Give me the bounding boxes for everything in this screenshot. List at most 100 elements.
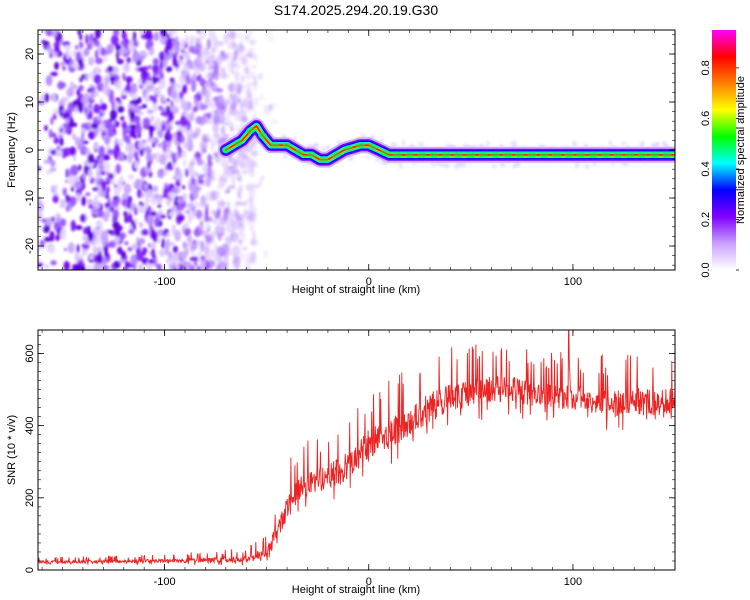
noise-blob [91,85,95,94]
noise-blob [152,64,159,74]
noise-blob [228,30,236,40]
noise-blob [510,140,517,148]
noise-blob [211,218,218,225]
noise-blob [189,163,194,175]
noise-blob [92,244,96,257]
colorbar-tick-labels: 0.0 0.2 0.4 0.6 0.8 [700,60,739,278]
chart-title: S174.2025.294.20.19.G30 [274,2,438,18]
noise-blob [88,102,92,110]
noise-blob [157,168,165,179]
noise-blob [81,172,86,180]
noise-blob [213,132,221,139]
noise-blob [170,151,174,160]
noise-blob [98,157,104,166]
noise-blob [123,134,131,143]
noise-blob [120,40,126,45]
noise-blob [231,237,237,245]
noise-blob [207,161,213,167]
noise-blob [201,166,207,171]
noise-blob [92,103,101,114]
colorbar-tick-label: 0.6 [700,111,712,126]
noise-blob [172,59,179,68]
noise-blob [100,230,109,242]
signal-knot [650,151,660,159]
noise-blob [251,183,260,190]
noise-blob [94,57,103,65]
noise-blob [102,264,109,270]
noise-blob [78,84,84,92]
noise-blob [237,98,241,103]
noise-blob [87,198,93,206]
noise-blob [220,158,229,168]
noise-blob [202,149,207,154]
noise-blob [64,117,70,125]
noise-blob [62,112,68,120]
noise-blob [232,158,239,170]
noise-blob [245,266,251,270]
y-tick-label: 10 [24,96,36,108]
noise-blob [201,104,208,111]
noise-blob [203,90,211,98]
noise-blob [146,109,154,115]
noise-blob [228,83,234,92]
noise-blob [81,266,87,270]
signal-knot [552,151,562,159]
noise-blob [38,262,44,268]
noise-blob [235,216,242,221]
noise-blob [95,219,103,228]
noise-blob [129,124,137,130]
noise-blob [182,159,187,167]
noise-blob [139,51,147,57]
noise-blob [227,41,234,50]
noise-blob [119,232,127,240]
noise-blob [231,174,236,186]
noise-blob [122,127,127,138]
noise-blob [215,190,221,200]
spectrogram-x-tick-labels: -100 0 100 [154,276,583,288]
noise-blob [251,162,258,168]
noise-blob [233,51,238,61]
noise-blob [189,79,194,85]
noise-blob [245,213,249,222]
noise-blob [41,218,47,223]
noise-blob [141,103,148,109]
noise-blob [230,69,235,74]
noise-blob [132,40,139,47]
noise-blob [98,145,105,157]
noise-blob [137,67,145,72]
noise-blob [192,106,198,113]
noise-blob [118,151,125,162]
noise-blob [146,216,154,226]
noise-blob [248,170,255,179]
noise-blob [195,209,203,220]
noise-blob [243,101,251,108]
noise-blob [71,222,77,231]
colorbar-tick-label: 0.0 [700,262,712,277]
noise-blob [75,225,83,231]
noise-blob [238,222,243,229]
noise-blob [141,248,148,253]
noise-blob [136,180,144,187]
noise-blob [260,175,265,181]
noise-blob [210,118,215,125]
noise-blob [225,228,233,233]
y-tick-label: -10 [24,190,36,206]
noise-blob [191,210,196,221]
noise-blob [206,259,214,270]
noise-blob [94,49,99,60]
signal-knot [576,151,586,159]
noise-blob [112,65,119,75]
noise-blob [55,234,61,241]
noise-blob [147,160,151,169]
noise-blob [199,62,204,72]
noise-blob [48,244,55,254]
noise-blob [59,127,63,133]
noise-blob [207,226,211,234]
noise-blob [239,183,243,193]
snr-x-tick-labels: -100 0 100 [154,576,583,588]
noise-blob [79,34,83,41]
snr-frame [37,329,676,571]
noise-blob [246,61,250,69]
noise-blob [159,228,164,237]
noise-blob [199,77,206,87]
